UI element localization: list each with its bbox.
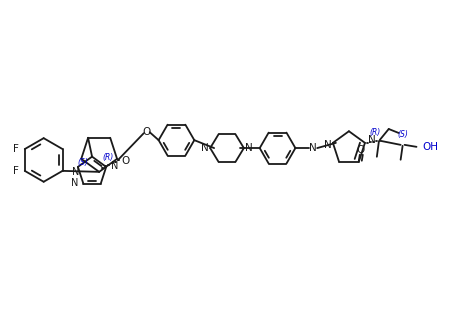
Text: (S): (S) xyxy=(397,131,408,139)
Text: F: F xyxy=(13,144,19,154)
Text: N: N xyxy=(202,143,209,153)
Text: N: N xyxy=(368,135,376,145)
Text: O: O xyxy=(121,156,129,166)
Text: (R): (R) xyxy=(369,128,381,137)
Text: O: O xyxy=(356,145,365,155)
Text: F: F xyxy=(13,166,19,176)
Text: N: N xyxy=(111,161,118,171)
Text: N: N xyxy=(324,140,332,150)
Text: OH: OH xyxy=(422,142,438,152)
Text: N: N xyxy=(72,167,80,177)
Text: N: N xyxy=(309,143,317,153)
Text: N: N xyxy=(71,177,78,187)
Text: N: N xyxy=(245,143,253,153)
Text: O: O xyxy=(143,127,151,137)
Text: (R): (R) xyxy=(102,153,114,162)
Text: (S): (S) xyxy=(78,158,89,167)
